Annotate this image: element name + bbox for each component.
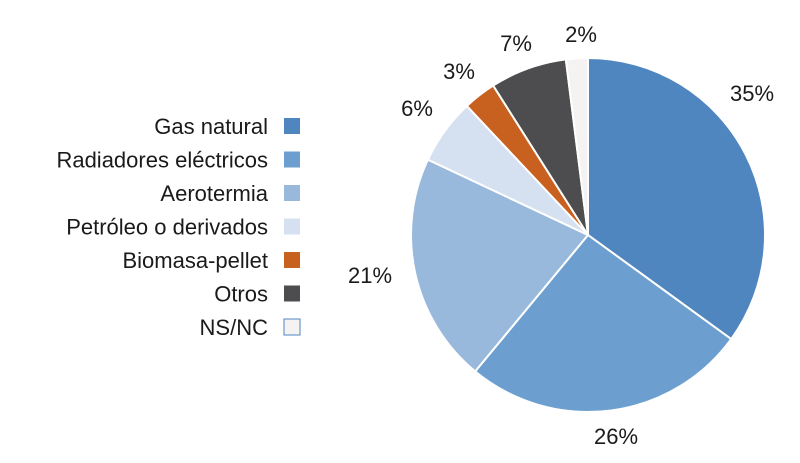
legend-label: Otros	[214, 282, 268, 307]
legend-swatch	[284, 252, 300, 268]
legend-label: Radiadores eléctricos	[56, 148, 268, 173]
legend-swatch	[284, 151, 300, 168]
percent-label: 35%	[730, 81, 774, 106]
legend-label: Biomasa-pellet	[122, 248, 268, 273]
legend: Gas natural Radiadores eléctricos Aeroterm…	[56, 114, 301, 340]
percent-label: 7%	[500, 31, 532, 56]
legend-swatch	[284, 185, 300, 201]
slice-aerotermia	[410, 158, 590, 373]
legend-label: Aerotermia	[160, 181, 268, 206]
percent-label: 21%	[348, 263, 392, 288]
legend-swatch	[284, 118, 300, 134]
legend-label: Gas natural	[154, 114, 268, 139]
percent-labels: 35% 26% 21% 6% 3% 7% 2%	[348, 22, 774, 449]
slice-gas-natural	[587, 56, 766, 341]
legend-swatch	[284, 218, 300, 235]
pie-slices	[410, 56, 766, 413]
percent-label: 6%	[401, 96, 433, 121]
legend-label: NS/NC	[200, 315, 269, 340]
percent-label: 26%	[594, 424, 638, 449]
legend-swatch	[284, 285, 300, 302]
legend-label: Petróleo o derivados	[66, 215, 268, 240]
slice-ns-nc	[564, 56, 589, 236]
percent-label: 3%	[443, 59, 475, 84]
percent-label: 2%	[565, 22, 597, 47]
slice-radiadores-el-ctricos	[473, 233, 733, 413]
legend-swatch	[283, 318, 301, 336]
